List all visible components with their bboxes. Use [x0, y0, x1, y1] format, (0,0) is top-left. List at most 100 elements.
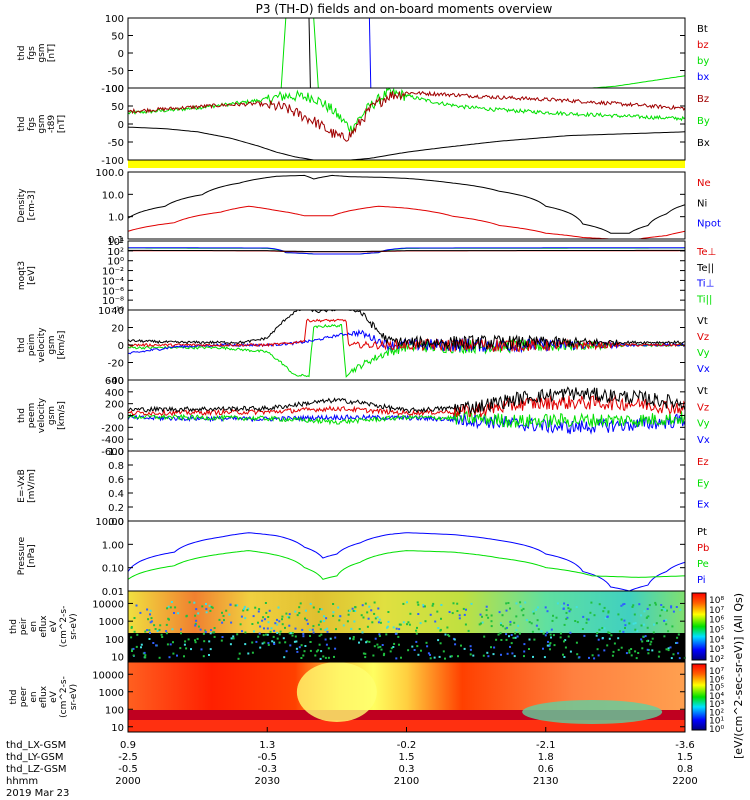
heatmap-speckle	[278, 620, 281, 623]
heatmap-speckle	[353, 620, 356, 623]
legend-Vz: Vz	[697, 332, 709, 343]
heatmap-speckle	[208, 604, 211, 607]
heatmap-speckle	[479, 613, 482, 616]
ephemeris-value: -0.3	[257, 764, 277, 775]
y-axis-label: gsm	[47, 335, 57, 354]
legend-Vx: Vx	[697, 435, 710, 446]
heatmap-speckle	[322, 655, 325, 658]
heatmap-speckle	[241, 630, 243, 633]
heatmap-speckle	[402, 602, 405, 605]
heatmap-speckle	[641, 640, 644, 643]
y-tick-label: 10	[111, 723, 124, 734]
heatmap-speckle	[657, 655, 660, 658]
heatmap-speckle	[504, 627, 507, 630]
heatmap-speckle	[197, 612, 200, 615]
heatmap-speckle	[282, 637, 285, 640]
y-tick-label: 100	[105, 84, 124, 95]
heatmap-speckle	[622, 603, 624, 606]
heatmap-speckle	[170, 601, 173, 603]
heatmap-speckle	[319, 608, 321, 611]
heatmap-speckle	[469, 653, 472, 656]
heatmap-speckle	[366, 611, 369, 614]
heatmap-speckle	[532, 610, 535, 613]
heatmap-speckle	[618, 630, 621, 633]
heatmap-speckle	[552, 634, 555, 637]
heatmap-speckle	[665, 619, 668, 622]
heatmap-speckle	[578, 656, 581, 659]
series-line-Pi	[128, 532, 685, 591]
heatmap-speckle	[607, 631, 610, 634]
heatmap-speckle	[490, 620, 493, 623]
heatmap-speckle	[312, 625, 315, 628]
y-tick-label: 10⁰	[107, 257, 124, 268]
heatmap-speckle	[647, 615, 650, 618]
legend-Pb: Pb	[697, 543, 709, 554]
heatmap-speckle	[505, 609, 508, 612]
heatmap-speckle	[513, 621, 516, 624]
heatmap-speckle	[603, 627, 606, 630]
heatmap-speckle	[320, 633, 323, 636]
heatmap-speckle	[530, 622, 533, 625]
y-axis-label: velocity	[37, 327, 47, 363]
heatmap-speckle	[660, 604, 663, 606]
ephemeris-value: 0.8	[677, 764, 693, 775]
heatmap-speckle	[509, 623, 512, 626]
heatmap-blob	[522, 700, 663, 724]
heatmap-speckle	[628, 649, 631, 652]
y-axis-label: peer	[19, 686, 29, 707]
heatmap-speckle	[522, 614, 525, 617]
heatmap-speckle	[346, 620, 349, 623]
y-axis-label: sr-eV)	[69, 613, 79, 639]
heatmap-speckle	[589, 611, 592, 614]
heatmap-speckle	[373, 601, 376, 604]
heatmap-speckle	[652, 631, 655, 634]
heatmap-speckle	[591, 654, 594, 657]
heatmap-speckle	[647, 652, 650, 655]
heatmap-speckle	[209, 648, 212, 651]
heatmap-speckle	[350, 627, 353, 630]
y-axis-label: gsm	[47, 406, 57, 425]
heatmap-speckle	[523, 650, 526, 653]
heatmap-speckle	[643, 610, 646, 613]
legend-Vt: Vt	[697, 316, 708, 327]
heatmap-speckle	[266, 633, 269, 636]
heatmap-speckle	[274, 622, 277, 625]
heatmap-speckle	[276, 637, 279, 640]
y-tick-label: 1.0	[108, 213, 124, 224]
heatmap-speckle	[469, 648, 472, 651]
y-tick-label: 0.1	[108, 235, 124, 246]
heatmap-speckle	[358, 628, 361, 630]
heatmap-speckle	[646, 607, 649, 610]
heatmap-speckle	[634, 650, 637, 653]
series-group	[128, 532, 685, 591]
heatmap-speckle	[490, 625, 493, 628]
heatmap-speckle	[658, 650, 661, 653]
y-tick-label: 20	[111, 324, 124, 335]
heatmap-speckle	[505, 638, 508, 641]
heatmap-speckle	[593, 614, 596, 617]
heatmap-speckle	[669, 646, 672, 649]
legend-by: by	[697, 56, 709, 67]
heatmap-speckle	[286, 616, 289, 619]
heatmap-speckle	[429, 653, 431, 656]
heatmap-speckle	[487, 655, 490, 658]
heatmap-speckle	[645, 616, 648, 619]
heatmap-speckle	[637, 652, 640, 654]
heatmap-speckle	[640, 638, 643, 641]
x-tick-label: 2000	[115, 776, 140, 787]
heatmap-speckle	[671, 625, 674, 628]
heatmap-speckle	[390, 647, 393, 650]
heatmap-speckle	[456, 610, 459, 612]
heatmap-speckle	[197, 625, 200, 628]
y-tick-label: 0.2	[108, 503, 124, 514]
heatmap-speckle	[598, 603, 601, 606]
heatmap-speckle	[672, 653, 675, 656]
heatmap-speckle	[166, 607, 169, 610]
heatmap-speckle	[469, 645, 472, 648]
heatmap-speckle	[606, 644, 609, 647]
heatmap-speckle	[301, 628, 304, 631]
heatmap-speckle	[360, 614, 363, 617]
panel-background	[128, 451, 685, 521]
y-tick-label: 10⁻⁶	[102, 286, 124, 297]
heatmap-speckle	[533, 638, 536, 641]
